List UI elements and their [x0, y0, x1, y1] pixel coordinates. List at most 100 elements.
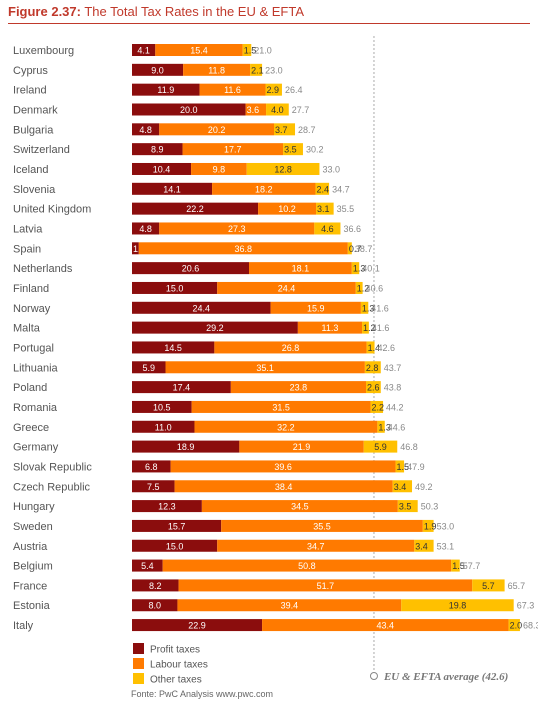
labour-tax-value: 39.4 [281, 601, 299, 611]
legend-label-profit: Profit taxes [150, 645, 200, 656]
category-label: Malta [13, 323, 41, 335]
other-tax-value: 12.8 [274, 164, 292, 174]
legend-label-labour: Labour taxes [150, 660, 208, 671]
figure-number: Figure 2.37: [8, 4, 81, 19]
category-label: Czech Republic [13, 481, 91, 493]
category-label: Finland [13, 283, 49, 295]
profit-tax-value: 10.4 [153, 164, 171, 174]
labour-tax-bar [297, 321, 363, 334]
bar-row-france: France 8.2 51.7 5.7 65.7 [13, 579, 525, 592]
total-value: 41.6 [372, 323, 390, 333]
labour-tax-value: 27.3 [228, 224, 246, 234]
bar-row-slovak-republic: Slovak Republic 6.8 39.6 1.547.9 [13, 460, 425, 473]
other-tax-value: 19.8 [449, 601, 467, 611]
category-label: United Kingdom [13, 204, 91, 216]
labour-tax-value: 34.7 [307, 541, 325, 551]
profit-tax-value: 14.1 [163, 184, 181, 194]
total-value: 21.0 [254, 46, 272, 56]
other-tax-bar [316, 202, 334, 215]
labour-tax-value: 35.5 [313, 521, 331, 531]
legend-swatch-other [133, 673, 144, 684]
profit-tax-value: 11.9 [157, 85, 174, 95]
labour-tax-bar [249, 262, 352, 275]
total-value: 26.4 [285, 85, 303, 95]
labour-tax-value: 17.7 [224, 145, 242, 155]
labour-tax-bar [191, 162, 247, 175]
labour-tax-bar [214, 341, 367, 354]
category-label: Portugal [13, 342, 54, 354]
other-tax-value: 2.6 [367, 383, 380, 393]
category-label: Slovak Republic [13, 461, 92, 473]
profit-tax-bar [132, 420, 195, 433]
source-note: Fonte: PwC Analysis www.pwc.com [131, 689, 273, 699]
profit-tax-value: 14.5 [164, 343, 182, 353]
labour-tax-bar [199, 83, 266, 96]
total-value: 67.3 [517, 601, 535, 611]
other-tax-bar [246, 162, 320, 175]
profit-tax-bar [132, 500, 202, 513]
profit-tax-bar [132, 559, 163, 572]
profit-tax-bar [132, 281, 218, 294]
labour-tax-bar [217, 539, 415, 552]
legend-swatch-labour [133, 658, 144, 669]
other-tax-bar [355, 281, 363, 294]
other-tax-bar [274, 123, 296, 136]
labour-tax-value: 38.4 [275, 482, 293, 492]
labour-tax-value: 9.8 [213, 164, 226, 174]
profit-tax-bar [132, 619, 263, 632]
labour-tax-bar [201, 500, 398, 513]
profit-tax-value: 5.4 [141, 561, 154, 571]
profit-tax-value: 20.6 [182, 264, 200, 274]
labour-tax-bar [245, 103, 267, 116]
other-tax-value: 1.5 [452, 561, 465, 571]
profit-tax-bar [132, 202, 259, 215]
other-tax-value: 1.2 [357, 283, 370, 293]
labour-tax-value: 11.6 [224, 85, 241, 95]
other-tax-bar [283, 143, 303, 156]
other-tax-bar [414, 539, 434, 552]
other-tax-bar [250, 63, 263, 76]
bar-row-denmark: Denmark 20.0 3.6 4.0 27.7 [13, 103, 309, 116]
total-value: 27.7 [292, 105, 310, 115]
total-value: 50.3 [421, 502, 439, 512]
bar-row-lithuania: Lithuania 5.9 35.1 2.8 43.7 [13, 361, 401, 374]
other-tax-value: 3.7 [275, 125, 288, 135]
other-tax-bar [315, 182, 330, 195]
category-label: Latvia [13, 223, 43, 235]
labour-tax-value: 15.9 [307, 303, 325, 313]
profit-tax-bar [132, 123, 160, 136]
other-tax-bar [422, 519, 434, 532]
other-tax-value: 2.8 [366, 363, 379, 373]
other-tax-bar [366, 341, 375, 354]
labour-tax-value: 10.2 [278, 204, 296, 214]
other-tax-value: 1.5 [244, 46, 257, 56]
total-value: 57.7 [463, 561, 481, 571]
labour-tax-bar [230, 381, 367, 394]
labour-tax-bar [178, 579, 473, 592]
bar-row-hungary: Hungary 12.3 34.5 3.5 50.3 [13, 500, 438, 513]
other-tax-bar [360, 301, 369, 314]
category-label: Spain [13, 243, 41, 255]
category-label: Cyprus [13, 65, 48, 77]
category-label: Ireland [13, 85, 47, 97]
bar-row-netherlands: Netherlands 20.6 18.1 1.340.1 [13, 262, 380, 275]
bar-row-norway: Norway 24.4 15.9 1.341.6 [13, 301, 389, 315]
other-tax-value: 1.3 [378, 422, 391, 432]
labour-tax-bar [258, 202, 317, 215]
bar-row-austria: Austria 15.0 34.7 3.4 53.1 [13, 539, 455, 553]
labour-tax-value: 36.8 [235, 244, 253, 254]
other-tax-value: 2.0 [510, 621, 523, 631]
total-value: 43.7 [384, 363, 402, 373]
total-value: 41.6 [371, 303, 389, 313]
labour-tax-value: 11.8 [208, 65, 225, 75]
other-tax-value: 1.3 [353, 264, 366, 274]
labour-tax-bar [221, 519, 423, 532]
profit-tax-bar [132, 381, 231, 394]
category-label: Italy [13, 620, 34, 632]
profit-tax-value: 6.8 [145, 462, 158, 472]
profit-tax-value: 8.9 [151, 145, 164, 155]
total-value: 53.1 [437, 541, 455, 551]
total-value: 40.1 [362, 264, 380, 274]
labour-tax-bar [194, 420, 378, 433]
labour-tax-value: 51.7 [317, 581, 335, 591]
